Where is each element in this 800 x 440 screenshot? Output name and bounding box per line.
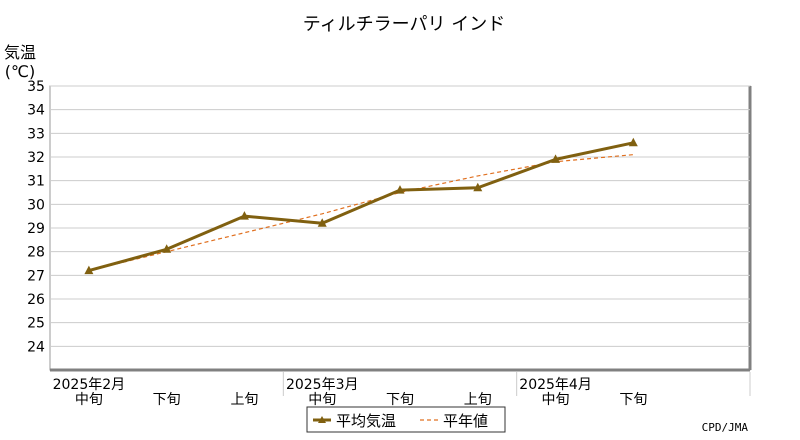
x-month-label: 2025年2月 bbox=[53, 377, 126, 393]
grid-lines bbox=[50, 85, 750, 347]
y-axis-unit: (℃) bbox=[5, 62, 35, 81]
y-tick-labels: 24 25 26 27 28 29 30 31 32 33 34 35 bbox=[27, 79, 45, 355]
average-point bbox=[162, 244, 172, 253]
x-tick-label: 上旬 bbox=[464, 392, 492, 408]
x-tick-label: 下旬 bbox=[386, 392, 414, 408]
x-tick-label: 中旬 bbox=[75, 392, 103, 408]
legend-label-average: 平均気温 bbox=[336, 412, 396, 430]
average-point bbox=[239, 211, 249, 220]
chart-title: ティルチラーパリ インド bbox=[303, 14, 505, 35]
average-point bbox=[473, 182, 483, 192]
average-point bbox=[84, 265, 94, 275]
series-normal bbox=[88, 154, 634, 272]
y-tick-label: 25 bbox=[27, 316, 45, 332]
y-tick-label: 32 bbox=[27, 150, 45, 166]
y-tick-label: 33 bbox=[27, 126, 45, 142]
source-credit: CPD/JMA bbox=[702, 421, 749, 434]
series-average-temperature bbox=[84, 137, 638, 275]
x-tick-label: 中旬 bbox=[308, 392, 336, 408]
y-tick-label: 26 bbox=[27, 292, 45, 308]
x-month-label: 2025年3月 bbox=[286, 377, 359, 393]
average-point bbox=[395, 185, 405, 194]
y-tick-label: 29 bbox=[27, 221, 45, 237]
x-tick-label: 下旬 bbox=[153, 392, 181, 408]
x-tick-label: 下旬 bbox=[619, 392, 647, 408]
legend-box bbox=[306, 406, 506, 433]
y-tick-label: 31 bbox=[27, 174, 45, 190]
average-point bbox=[317, 218, 327, 227]
x-month-label: 2025年4月 bbox=[519, 377, 592, 393]
average-point bbox=[628, 137, 638, 147]
average-line bbox=[88, 141, 634, 273]
y-tick-label: 27 bbox=[27, 268, 45, 284]
x-tick-label: 上旬 bbox=[230, 392, 258, 408]
y-tick-label: 30 bbox=[27, 197, 45, 213]
legend: 平均気温 平年値 bbox=[306, 406, 506, 433]
legend-label-normal: 平年値 bbox=[443, 412, 488, 430]
average-point bbox=[551, 154, 561, 163]
y-tick-label: 34 bbox=[27, 103, 45, 119]
y-axis-label: 気温 bbox=[4, 43, 36, 62]
legend-marker-average bbox=[318, 416, 326, 423]
y-tick-label: 35 bbox=[27, 79, 45, 95]
normal-line bbox=[88, 154, 634, 272]
y-tick-label: 28 bbox=[27, 245, 45, 261]
y-tick-label: 24 bbox=[27, 339, 45, 355]
x-tick-label: 中旬 bbox=[542, 392, 570, 408]
